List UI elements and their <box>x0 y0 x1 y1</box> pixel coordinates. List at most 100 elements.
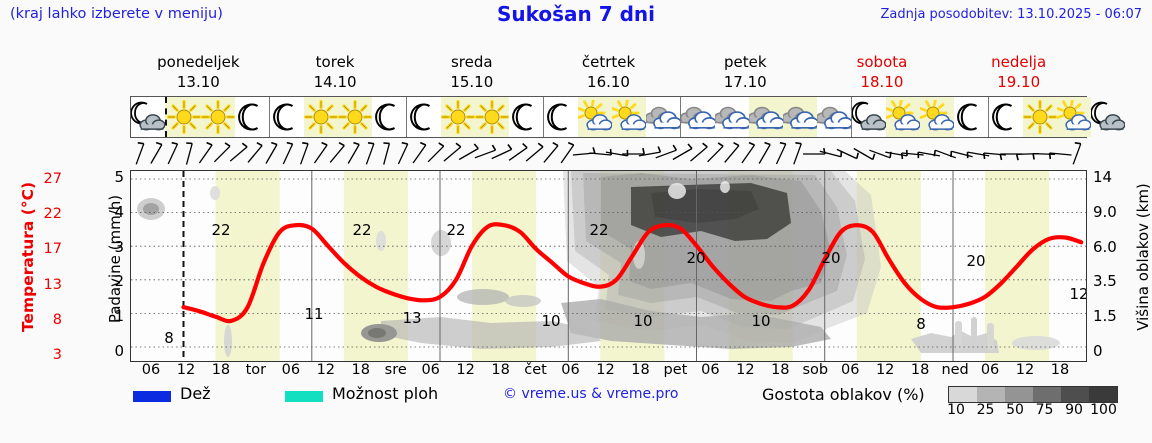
weather-icon-cell <box>885 97 921 137</box>
cloud-scale-number: 50 <box>1006 402 1024 418</box>
x-tick-label: 12 <box>736 362 755 378</box>
weather-icon-cell <box>474 97 510 137</box>
weather-icon-cell <box>303 97 339 137</box>
sun-icon <box>1022 99 1058 135</box>
cloud-scale-step <box>1061 387 1089 402</box>
cloud-height-tick-labels: 14 9.0 6.0 3.5 1.5 0 <box>1093 168 1139 362</box>
moon-cloud-icon <box>130 100 166 134</box>
weather-icon-cell <box>679 97 718 137</box>
day-header-četrtek: četrtek 16.10 <box>540 52 677 94</box>
x-tick-label: 12 <box>875 362 895 378</box>
weather-icon-cell <box>781 97 820 137</box>
weather-icon-cell <box>1022 97 1058 137</box>
sun-icon <box>200 99 236 135</box>
weather-icon-cell <box>269 97 304 137</box>
weather-icon-cell <box>1056 97 1092 137</box>
copyright-link[interactable]: © vreme.us & vreme.pro <box>503 386 679 402</box>
x-tick-label: 12 <box>456 362 475 378</box>
cloud-scale-number: 25 <box>976 402 995 418</box>
day-header-torek: torek 14.10 <box>267 52 404 94</box>
wind-barb-svg <box>135 141 1082 165</box>
sun-cloud-icon <box>1056 98 1092 134</box>
x-tick-label: 18 <box>211 362 231 378</box>
rain-color-swatch <box>133 391 171 402</box>
day-header-row: ponedeljek 13.10 torek 14.10 sreda 15.10 četrt… <box>130 52 1087 94</box>
last-update-text: Zadnja posodobitev: 13.10.2025 - 06:07 <box>880 7 1142 22</box>
weather-icon-cell <box>577 97 613 137</box>
x-tick-label: 06 <box>141 362 161 378</box>
cloud-height-tick: 1.5 <box>1093 307 1117 326</box>
cloudy-icon <box>679 100 718 134</box>
wind-barb-row <box>130 138 1087 170</box>
cloud-scale-step <box>977 387 1005 402</box>
cloudy-icon <box>747 100 786 134</box>
weather-icon-cell <box>372 97 406 137</box>
showers-color-swatch <box>285 391 323 402</box>
x-tick-label: 06 <box>561 362 580 378</box>
day-name: sreda <box>450 53 493 71</box>
sun-cloud-icon <box>577 98 613 134</box>
forecast-plot-svg: 8 22 11 22 13 22 10 22 10 20 10 20 8 20 12 <box>131 171 1086 361</box>
day-date: 14.10 <box>313 73 357 91</box>
weather-icon-cell <box>713 97 752 137</box>
precipitation-tick: 2 <box>114 272 124 291</box>
cloud-density-color-scale <box>948 386 1118 403</box>
x-tick-label: 18 <box>771 362 790 378</box>
temperature-tick: 3 <box>52 347 62 363</box>
weather-icon-cell <box>337 97 373 137</box>
sun-cloud-icon <box>611 98 647 134</box>
weather-icon-cell <box>851 97 887 137</box>
cloud-scale-number: 75 <box>1035 402 1054 418</box>
cloud-scale-step <box>949 387 977 402</box>
sun-icon <box>474 99 510 135</box>
x-tick-label: 18 <box>631 362 650 378</box>
temp-extreme-label: 20 <box>686 249 705 267</box>
cloud-height-tick: 3.5 <box>1093 272 1117 291</box>
cloud-height-tick: 9.0 <box>1093 202 1117 221</box>
day-date: 16.10 <box>587 73 630 91</box>
temperature-tick: 8 <box>52 311 62 328</box>
x-tick-label: 12 <box>316 362 336 378</box>
x-tick-label: 18 <box>910 362 930 378</box>
weather-icon-cell <box>988 97 1023 137</box>
cloud-height-tick: 14 <box>1093 168 1113 186</box>
x-tick-label: 18 <box>491 362 510 378</box>
temp-extreme-label: 13 <box>402 309 421 327</box>
temp-extreme-label: 10 <box>541 312 560 330</box>
x-tick-label: 12 <box>596 362 615 378</box>
weather-icon-cell <box>235 97 269 137</box>
temp-extreme-label: 11 <box>304 305 323 323</box>
day-header-sobota: sobota 18.10 <box>814 52 951 94</box>
x-tick-label: 06 <box>980 362 1000 378</box>
temp-extreme-label: 20 <box>966 252 985 270</box>
day-header-nedelja: nedelja 19.10 <box>950 52 1087 94</box>
precipitation-tick: 5 <box>114 168 124 186</box>
weather-icon-cell <box>919 97 955 137</box>
x-tick-label: čet <box>524 362 547 378</box>
precipitation-tick-labels: 5 4 3 2 1 0 <box>78 168 124 362</box>
day-header-sreda: sreda 15.10 <box>403 52 540 94</box>
x-tick-label: 12 <box>176 362 196 378</box>
x-tick-label: 06 <box>840 362 860 378</box>
day-header-ponedeljek: ponedeljek 13.10 <box>130 52 267 94</box>
x-tick-label: 18 <box>1050 362 1070 378</box>
menu-hint-text: (kraj lahko izberete v meniju) <box>10 6 223 22</box>
temp-extreme-label: 20 <box>821 249 840 267</box>
sun-icon <box>303 99 339 135</box>
precipitation-tick: 3 <box>114 237 124 256</box>
day-date: 17.10 <box>723 73 767 91</box>
cloud-density-scale-numbers: 10 25 50 75 90 100 <box>944 402 1124 420</box>
day-date: 19.10 <box>997 73 1041 91</box>
moon-icon <box>989 100 1023 134</box>
day-name: petek <box>723 53 767 71</box>
sun-icon <box>337 99 373 135</box>
weather-icon-cell <box>543 97 578 137</box>
day-date: 18.10 <box>860 73 904 91</box>
temp-extreme-label: 22 <box>352 221 371 239</box>
temp-extreme-label: 22 <box>211 221 230 239</box>
weather-icon-cell <box>747 97 786 137</box>
cloudy-icon <box>815 100 854 134</box>
x-tick-label: sob <box>802 362 829 378</box>
precipitation-tick: 4 <box>114 202 124 221</box>
day-header-petek: petek 17.10 <box>677 52 814 94</box>
